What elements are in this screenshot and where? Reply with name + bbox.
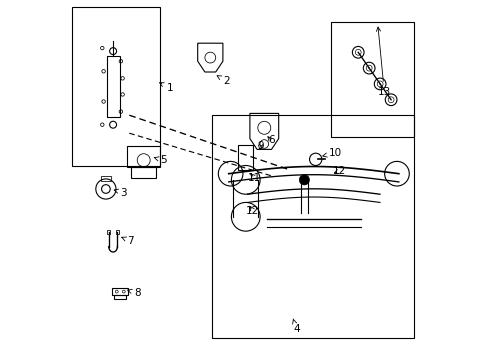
Bar — [127, 146, 160, 167]
Text: 12: 12 — [246, 206, 259, 216]
Bar — [112, 288, 128, 295]
Text: 13: 13 — [376, 27, 390, 97]
Bar — [107, 230, 110, 234]
Text: 4: 4 — [292, 319, 299, 334]
Bar — [330, 22, 413, 137]
Text: 7: 7 — [122, 236, 134, 246]
Bar — [114, 295, 126, 299]
Text: 1: 1 — [159, 83, 173, 93]
Text: 5: 5 — [154, 155, 166, 165]
Bar — [106, 56, 120, 117]
Bar — [238, 145, 253, 170]
Bar — [72, 7, 160, 166]
Bar — [212, 115, 413, 338]
Bar — [131, 167, 156, 178]
Bar — [101, 176, 111, 181]
Text: 12: 12 — [332, 166, 345, 176]
Bar — [116, 230, 119, 234]
Text: 10: 10 — [322, 148, 342, 158]
Text: 8: 8 — [127, 288, 141, 298]
Text: 11: 11 — [247, 173, 261, 183]
Text: 3: 3 — [114, 188, 127, 198]
Text: 2: 2 — [217, 76, 229, 86]
Circle shape — [299, 175, 309, 185]
Text: 9: 9 — [257, 141, 263, 151]
Text: 6: 6 — [267, 135, 274, 145]
